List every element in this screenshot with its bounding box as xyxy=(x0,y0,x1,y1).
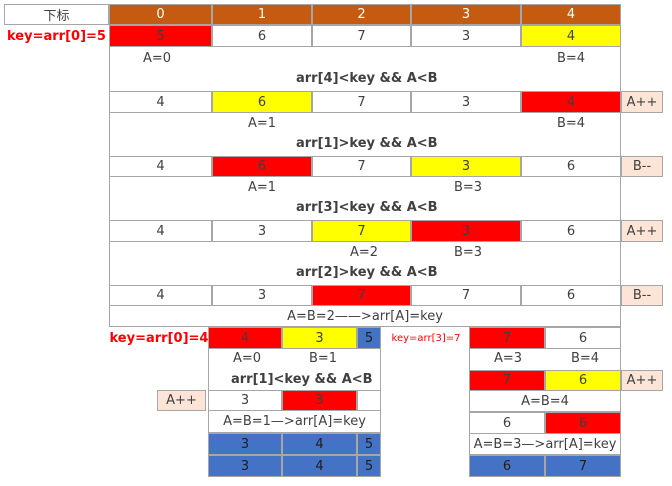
left-key-label: key=arr[0]=4 xyxy=(109,330,209,346)
index-header-4: 4 xyxy=(521,4,621,25)
step4-action: A++ xyxy=(621,220,663,242)
index-header-3: 3 xyxy=(411,4,521,25)
step1-a-label: A=0 xyxy=(143,51,172,66)
step1-cell-1: 6 xyxy=(212,25,312,47)
right-guide-line xyxy=(620,4,621,327)
left-step-spacer xyxy=(357,390,381,411)
step2-action: A++ xyxy=(621,91,663,113)
left-result2-cell-0: 3 xyxy=(208,455,282,477)
right-cell-1: 6 xyxy=(545,327,621,349)
left-cell-0: 4 xyxy=(208,327,282,349)
right-key-label: key=arr[3]=7 xyxy=(391,332,461,344)
step3-b-label: B=3 xyxy=(454,180,483,195)
left-action: A++ xyxy=(157,390,206,411)
step4-condition: arr[2]>key && A<B xyxy=(296,265,438,280)
pivot-cell: 5 xyxy=(357,327,381,349)
left-step-cell-1: 3 xyxy=(282,390,357,411)
step5-action: B-- xyxy=(621,285,663,306)
step3-cell-4: 6 xyxy=(521,156,621,177)
step3-cell-2: 7 xyxy=(312,156,411,177)
step1-b-label: B=4 xyxy=(557,51,586,66)
left-note: A=B=1—>arr[A]=key xyxy=(208,411,381,433)
right-note1: A=B=4 xyxy=(469,391,621,412)
step3-cell-3: 3 xyxy=(411,156,521,177)
step2-condition: arr[1]>key && A<B xyxy=(296,136,438,151)
index-header-1: 1 xyxy=(212,4,312,25)
right-step2-cell-0: 6 xyxy=(469,412,545,434)
left-result1-cell-1: 4 xyxy=(282,433,357,455)
left-cell-1: 3 xyxy=(282,327,357,349)
step4-cell-2: 7 xyxy=(312,220,411,242)
right-cell-0: 7 xyxy=(469,327,545,349)
right-step-cell-1: 6 xyxy=(545,370,621,391)
step4-b-label: B=3 xyxy=(454,245,483,260)
step3-a-label: A=1 xyxy=(248,180,277,195)
right-a-label: A=3 xyxy=(494,351,523,366)
step2-a-label: A=1 xyxy=(248,116,277,131)
step2-cell-2: 7 xyxy=(312,91,411,113)
step5-cell-0: 4 xyxy=(109,285,212,306)
left-result1-cell-2: 5 xyxy=(357,433,381,455)
index-header-0: 0 xyxy=(109,4,212,25)
right-result-cell-1: 7 xyxy=(545,455,621,477)
left-result1-cell-0: 3 xyxy=(208,433,282,455)
left-info-box xyxy=(208,349,381,390)
left-result2-cell-1: 4 xyxy=(282,455,357,477)
step1-cell-2: 7 xyxy=(312,25,411,47)
right-result-cell-0: 6 xyxy=(469,455,545,477)
step1-key-label: key=arr[0]=5 xyxy=(7,29,106,44)
left-a-label: A=0 xyxy=(233,351,262,366)
step2-cell-4: 4 xyxy=(521,91,621,113)
left-result2-cell-2: 5 xyxy=(357,455,381,477)
step4-a-label: A=2 xyxy=(350,245,379,260)
left-condition: arr[1]<key && A<B xyxy=(231,372,373,387)
right-note2: A=B=3—>arr[A]=key xyxy=(469,434,621,455)
step5-cell-3: 7 xyxy=(411,285,521,306)
step5-note: A=B=2——>arr[A]=key xyxy=(109,306,621,327)
step2-cell-3: 3 xyxy=(411,91,521,113)
step4-cell-0: 4 xyxy=(109,220,212,242)
step4-cell-1: 3 xyxy=(212,220,312,242)
step3-cell-1: 6 xyxy=(212,156,312,177)
right-action: A++ xyxy=(621,370,663,391)
step1-cell-4: 4 xyxy=(521,25,621,47)
step1-condition: arr[4]<key && A<B xyxy=(296,71,438,86)
step4-cell-4: 6 xyxy=(521,220,621,242)
right-info-box xyxy=(469,349,621,370)
step3-condition: arr[3]<key && A<B xyxy=(296,200,438,215)
index-header-label: 下标 xyxy=(4,4,109,25)
step2-b-label: B=4 xyxy=(557,116,586,131)
step2-cell-1: 6 xyxy=(212,91,312,113)
step5-cell-2: 7 xyxy=(312,285,411,306)
step3-cell-0: 4 xyxy=(109,156,212,177)
step4-cell-3: 3 xyxy=(411,220,521,242)
step2-cell-0: 4 xyxy=(109,91,212,113)
step3-action: B-- xyxy=(621,156,663,177)
step5-cell-4: 6 xyxy=(521,285,621,306)
right-step2-cell-1: 6 xyxy=(545,412,621,434)
index-header-2: 2 xyxy=(312,4,411,25)
right-step-cell-0: 7 xyxy=(469,370,545,391)
right-b-label: B=4 xyxy=(571,351,600,366)
step5-cell-1: 3 xyxy=(212,285,312,306)
step1-cell-3: 3 xyxy=(411,25,521,47)
step1-cell-0: 5 xyxy=(109,25,212,47)
left-step-cell-0: 3 xyxy=(208,390,282,411)
left-b-label: B=1 xyxy=(309,351,338,366)
